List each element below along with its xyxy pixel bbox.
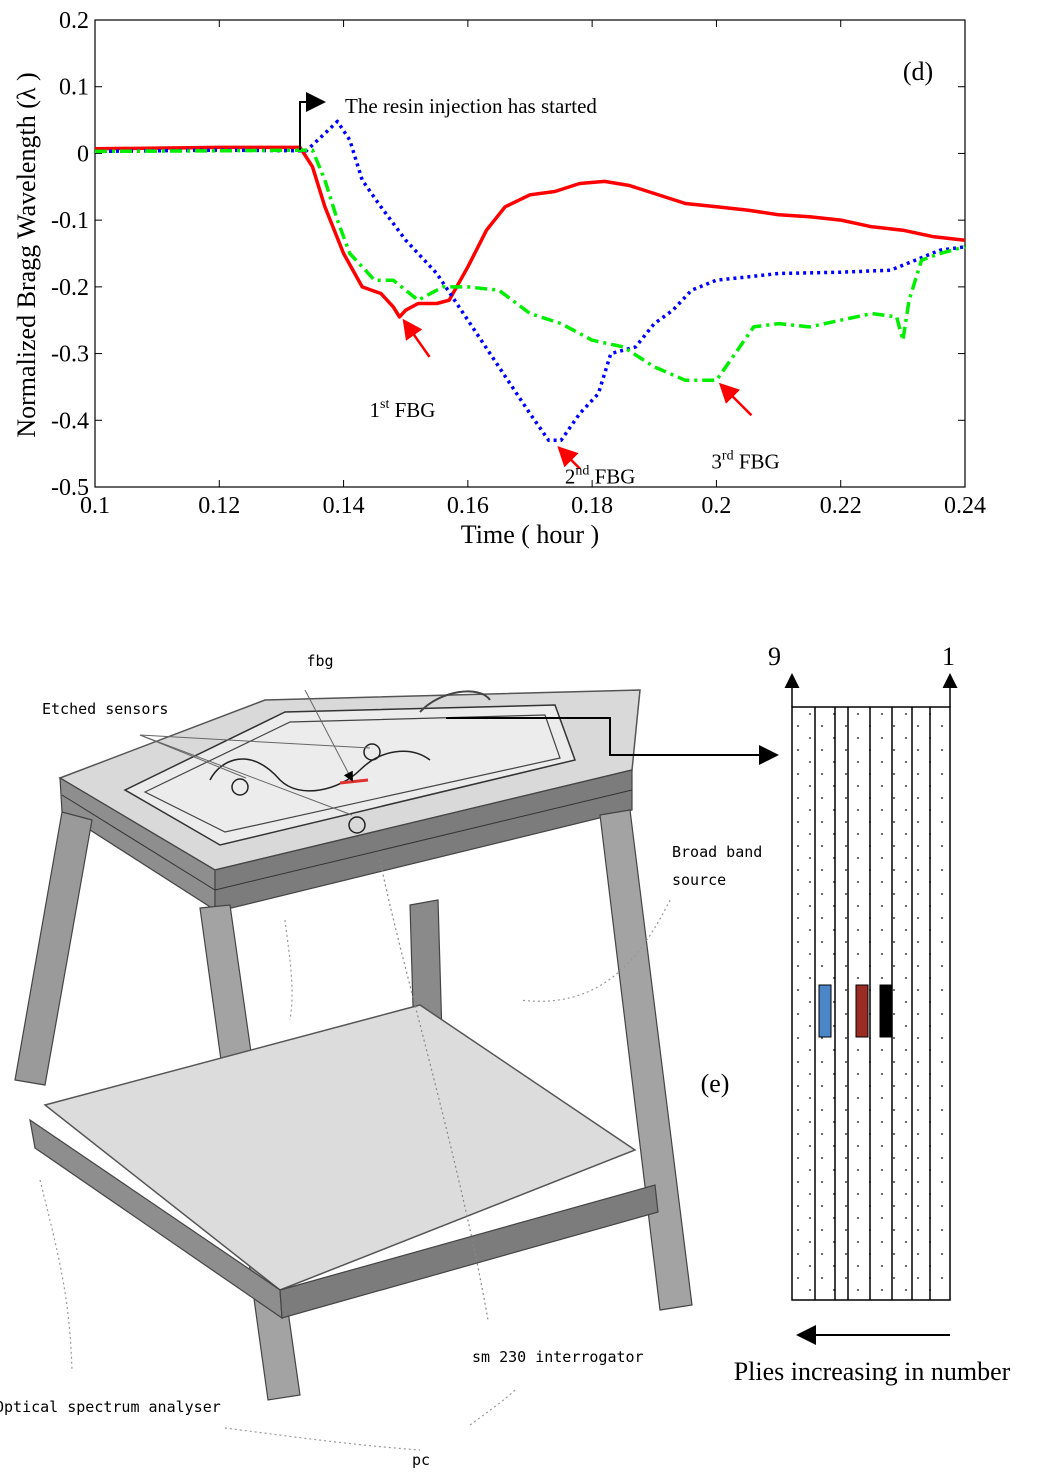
injection-annotation: The resin injection has started: [345, 94, 597, 118]
x-tick-label: 0.14: [323, 493, 365, 519]
x-tick-label: 0.1: [80, 493, 110, 519]
osa-label: Optical spectrum analyser: [0, 1398, 221, 1416]
fbg-marker: [339, 778, 369, 785]
panel-label-e: (e): [701, 1069, 730, 1098]
series-layer: [94, 119, 966, 443]
ply-label-9: 9: [768, 642, 781, 671]
series-line-1: [94, 145, 966, 319]
table-front-right: [214, 769, 633, 913]
y-tick-label: 0.2: [59, 8, 89, 34]
y-tick-label: -0.2: [51, 275, 89, 301]
fbg-point-label: 2nd FBG: [565, 464, 636, 489]
y-tick-label: -0.5: [51, 475, 89, 501]
interrogator-label: sm 230 interrogator: [472, 1348, 644, 1366]
y-tick-label: 0: [77, 141, 89, 167]
x-tick-label: 0.2: [701, 493, 731, 519]
ply-dividers: [814, 707, 931, 1300]
axis-ticks: 0.1 0.12 0.14 0.16 0.18 0.2 0.22 0.24 0.2 0.1 0 -0.…: [51, 8, 986, 519]
sensor-black: [879, 984, 893, 1038]
source-label: source: [672, 871, 726, 889]
ply-caption: Plies increasing in number: [734, 1357, 1011, 1386]
fbg-point-label: 1st FBG: [370, 397, 436, 422]
fbg-point-labels: 1st FBG 2nd FBG 3rd FBG: [370, 318, 780, 489]
ply-label-1: 1: [942, 642, 955, 671]
y-tick-label: -0.3: [51, 342, 89, 368]
x-tick-label: 0.22: [820, 493, 862, 519]
sensor-red: [855, 984, 869, 1038]
fbg-pointer-arrow: [402, 318, 431, 358]
bottom-shelf: [43, 1004, 637, 1291]
fbg-pointer-arrow: [557, 446, 581, 470]
fibre-path: [209, 750, 431, 792]
connector-arrow: [446, 717, 779, 765]
leg-front-right: [599, 809, 693, 1311]
x-axis-label: Time ( hour ): [461, 520, 599, 549]
fbg-point-label: 3rd FBG: [711, 448, 779, 473]
fbg-pointer-arrow: [718, 382, 753, 417]
y-tick-label: -0.4: [51, 408, 89, 434]
leg-front-left: [14, 811, 93, 1086]
series-line-3: [94, 148, 966, 383]
x-tick-label: 0.24: [944, 493, 986, 519]
x-tick-label: 0.18: [571, 493, 613, 519]
sensor-blue: [818, 984, 832, 1038]
y-axis-label: Normalized Bragg Wavelength (λ ): [12, 72, 41, 437]
x-tick-label: 0.16: [447, 493, 489, 519]
fbg-label: fbg: [306, 652, 333, 670]
bragg-wavelength-chart: 0.1 0.12 0.14 0.16 0.18 0.2 0.22 0.24 0.2 0.1 0 -0.…: [12, 8, 986, 549]
ply-stack-diagram: 9 1 (e) Plies increasing in number: [701, 642, 1011, 1386]
broad-band-label: Broad band: [672, 843, 762, 861]
pc-label: pc: [412, 1451, 430, 1469]
series-line-2: [94, 119, 966, 443]
y-tick-label: 0.1: [59, 75, 89, 101]
etched-sensors-label: Etched sensors: [42, 700, 168, 718]
y-tick-label: -0.1: [51, 208, 89, 234]
panel-label-d: (d): [903, 57, 933, 86]
plot-frame: [94, 19, 966, 488]
experimental-setup-drawing: fbg Etched sensors Broad band source sm …: [0, 652, 762, 1469]
ply-stack: [791, 706, 951, 1301]
x-tick-label: 0.12: [198, 493, 240, 519]
injection-arrow: [299, 92, 326, 150]
